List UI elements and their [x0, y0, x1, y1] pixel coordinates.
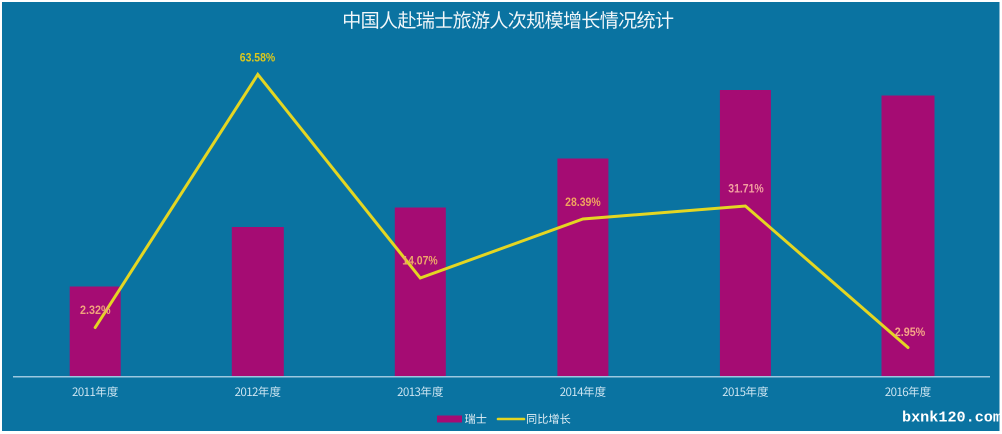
svg-text:bxnk120.com: bxnk120.com — [902, 409, 1002, 427]
svg-text:31.71%: 31.71% — [728, 183, 764, 195]
svg-text:14.07%: 14.07% — [402, 256, 438, 268]
svg-text:63.58%: 63.58% — [240, 52, 276, 64]
svg-text:28.39%: 28.39% — [565, 197, 601, 209]
svg-text:2.95%: 2.95% — [895, 327, 926, 339]
svg-text:2.32%: 2.32% — [80, 305, 111, 317]
